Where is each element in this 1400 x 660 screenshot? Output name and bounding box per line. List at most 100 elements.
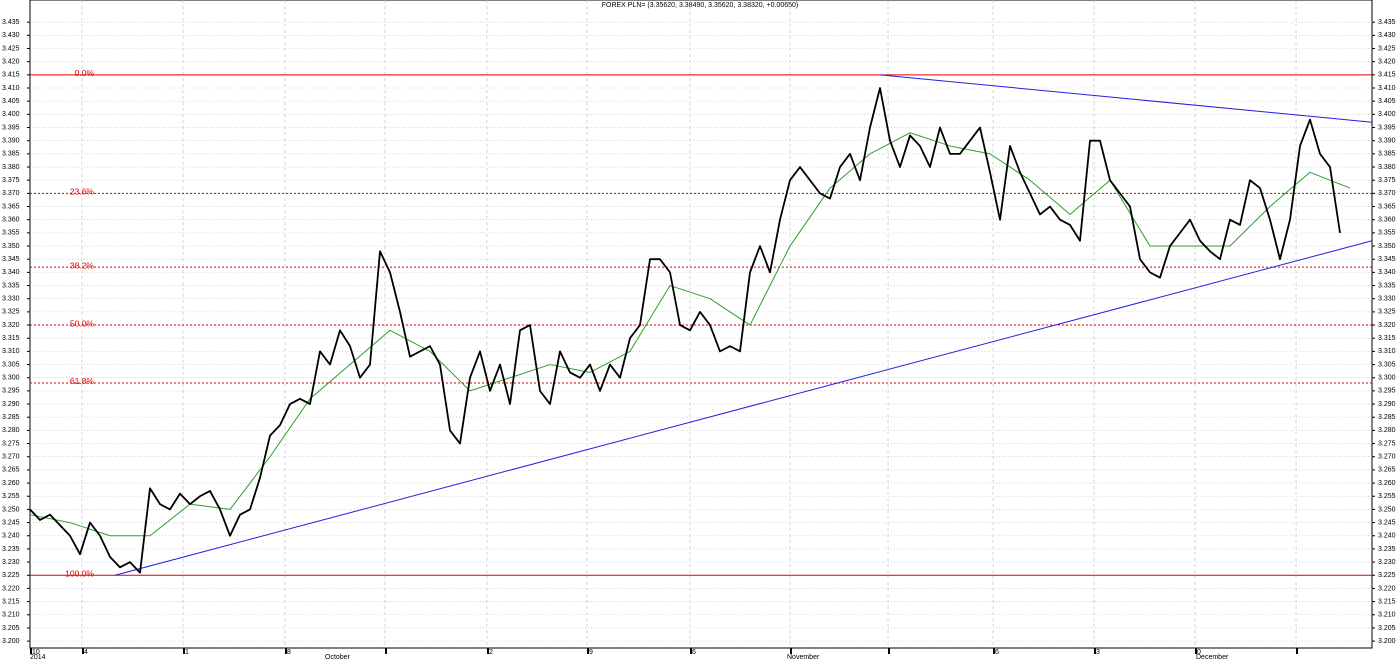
- x-tick-label: 4: [84, 649, 88, 656]
- y-tick-label: 3.330: [2, 296, 20, 303]
- week-tick: [587, 648, 589, 654]
- x-tick-label: 0: [1197, 649, 1201, 656]
- chart-title: FOREX PLN= (3.35620, 3.38490, 3.35620, 3…: [602, 2, 799, 9]
- y-tick-label: 3.300: [1378, 375, 1396, 382]
- y-tick-label: 3.210: [1378, 612, 1396, 619]
- y-tick-label: 3.280: [2, 427, 20, 434]
- y-tick-label: 3.360: [2, 217, 20, 224]
- y-tick-label: 3.305: [1378, 361, 1396, 368]
- y-tick-label: 3.390: [2, 138, 20, 145]
- x-tick-label: 10: [32, 649, 40, 656]
- fib-label: 61.8%: [70, 376, 95, 386]
- y-tick-label: 3.200: [1378, 638, 1396, 645]
- y-tick-label: 3.285: [1378, 414, 1396, 421]
- y-tick-label: 3.215: [1378, 598, 1396, 605]
- y-tick-label: 3.370: [2, 190, 20, 197]
- week-tick: [888, 648, 890, 654]
- y-tick-label: 3.340: [2, 269, 20, 276]
- y-tick-label: 3.275: [1378, 440, 1396, 447]
- period-label: 2014: [30, 654, 46, 660]
- y-tick-label: 3.220: [1378, 585, 1396, 592]
- y-tick-label: 3.290: [1378, 401, 1396, 408]
- x-tick-label: 6: [692, 649, 696, 656]
- y-tick-label: 3.280: [1378, 427, 1396, 434]
- y-tick-label: 3.240: [1378, 533, 1396, 540]
- y-tick-label: 3.410: [2, 85, 20, 92]
- y-tick-label: 3.335: [1378, 282, 1396, 289]
- y-tick-label: 3.365: [1378, 203, 1396, 210]
- y-tick-label: 3.425: [1378, 45, 1396, 52]
- y-tick-label: 3.205: [1378, 625, 1396, 632]
- week-tick: [1094, 648, 1096, 654]
- y-tick-label: 3.380: [2, 164, 20, 171]
- x-tick-label: 6: [995, 649, 999, 656]
- y-tick-label: 3.310: [2, 348, 20, 355]
- week-tick: [690, 648, 692, 654]
- y-tick-label: 3.255: [2, 493, 20, 500]
- y-tick-label: 3.320: [2, 322, 20, 329]
- plot-frame: [29, 0, 1373, 649]
- y-tick-label: 3.275: [2, 440, 20, 447]
- y-tick-label: 3.375: [1378, 177, 1396, 184]
- y-tick-label: 3.420: [2, 59, 20, 66]
- y-tick-label: 3.215: [2, 598, 20, 605]
- fib-label: 50.0%: [70, 318, 95, 328]
- y-tick-label: 3.335: [2, 282, 20, 289]
- y-tick-label: 3.325: [2, 309, 20, 316]
- y-tick-label: 3.235: [2, 546, 20, 553]
- y-tick-label: 3.400: [2, 111, 20, 118]
- y-tick-label: 3.430: [2, 32, 20, 39]
- y-tick-label: 3.225: [2, 572, 20, 579]
- period-label: November: [787, 654, 820, 660]
- y-tick-label: 3.380: [1378, 164, 1396, 171]
- y-tick-label: 3.355: [2, 230, 20, 237]
- y-tick-label: 3.405: [2, 98, 20, 105]
- y-tick-label: 3.290: [2, 401, 20, 408]
- y-tick-label: 3.265: [2, 467, 20, 474]
- week-tick: [790, 648, 792, 654]
- y-tick-label: 3.330: [1378, 296, 1396, 303]
- y-tick-label: 3.435: [2, 19, 20, 26]
- fib-label: 100.0%: [65, 569, 94, 579]
- y-tick-label: 3.325: [1378, 309, 1396, 316]
- y-tick-label: 3.420: [1378, 59, 1396, 66]
- y-tick-label: 3.350: [2, 243, 20, 250]
- week-tick: [82, 648, 84, 654]
- y-tick-label: 3.230: [2, 559, 20, 566]
- y-tick-label: 3.315: [1378, 335, 1396, 342]
- trendline: [879, 74, 1373, 123]
- fib-label: 0.0%: [75, 68, 95, 78]
- y-tick-label: 3.250: [2, 506, 20, 513]
- y-tick-label: 3.245: [2, 519, 20, 526]
- y-tick-label: 3.240: [2, 533, 20, 540]
- y-tick-label: 3.210: [2, 612, 20, 619]
- week-tick: [487, 648, 489, 654]
- y-tick-label: 3.255: [1378, 493, 1396, 500]
- y-tick-label: 3.205: [2, 625, 20, 632]
- y-tick-label: 3.395: [1378, 124, 1396, 131]
- y-tick-label: 3.225: [1378, 572, 1396, 579]
- week-tick: [1296, 648, 1298, 654]
- y-tick-label: 3.390: [1378, 138, 1396, 145]
- y-tick-label: 3.345: [1378, 256, 1396, 263]
- y-tick-label: 3.365: [2, 203, 20, 210]
- y-tick-label: 3.265: [1378, 467, 1396, 474]
- y-tick-label: 3.220: [2, 585, 20, 592]
- x-tick-label: 2: [489, 649, 493, 656]
- y-tick-label: 3.350: [1378, 243, 1396, 250]
- y-tick-label: 3.285: [2, 414, 20, 421]
- moving-average-line: [29, 132, 1351, 537]
- y-tick-label: 3.295: [2, 388, 20, 395]
- y-tick-label: 3.360: [1378, 217, 1396, 224]
- y-tick-label: 3.405: [1378, 98, 1396, 105]
- y-tick-label: 3.305: [2, 361, 20, 368]
- y-tick-label: 3.375: [2, 177, 20, 184]
- y-tick-label: 3.425: [2, 45, 20, 52]
- y-tick-label: 3.310: [1378, 348, 1396, 355]
- y-tick-label: 3.260: [1378, 480, 1396, 487]
- week-tick: [993, 648, 995, 654]
- week-tick: [285, 648, 287, 654]
- y-tick-label: 3.355: [1378, 230, 1396, 237]
- period-label: December: [1196, 654, 1229, 660]
- y-tick-label: 3.300: [2, 375, 20, 382]
